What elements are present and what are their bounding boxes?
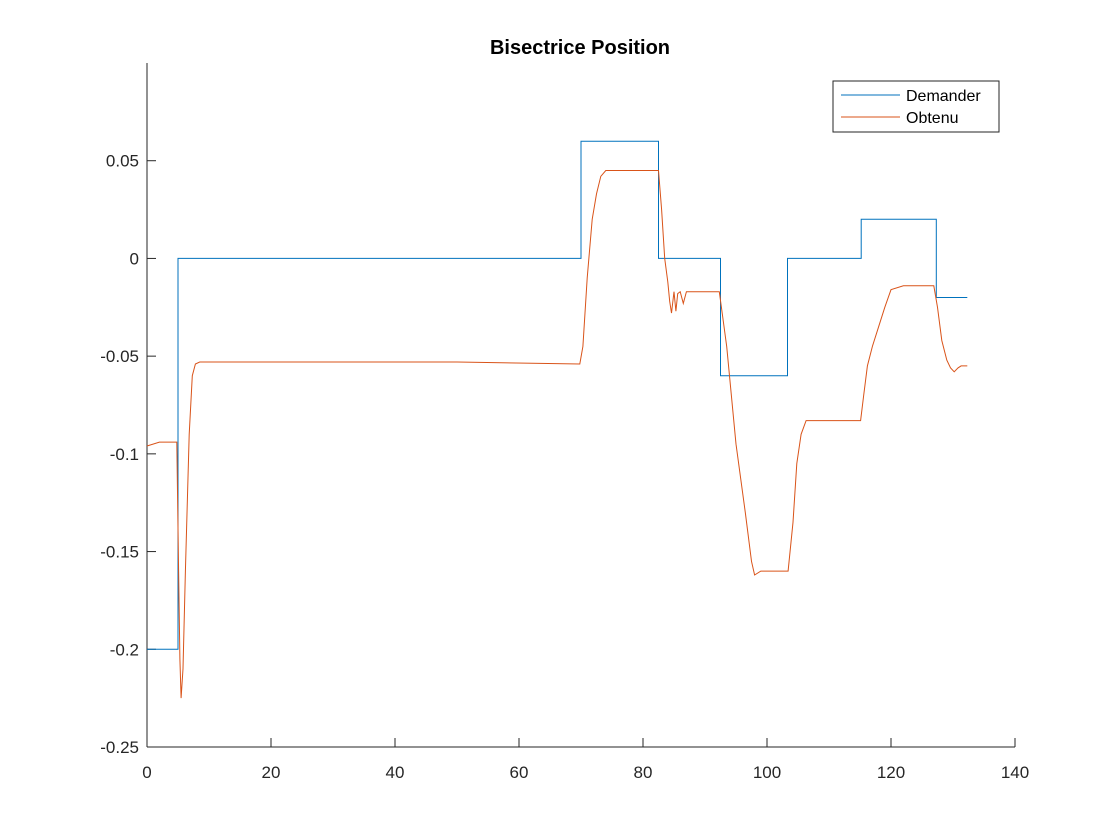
y-tick-label: -0.15 bbox=[100, 543, 139, 562]
y-tick-label: -0.1 bbox=[110, 445, 139, 464]
y-axis: -0.25 -0.2 -0.15 -0.1 -0.05 0 0.05 bbox=[100, 63, 156, 757]
x-tick-label: 60 bbox=[510, 763, 529, 782]
legend-label-obtenu: Obtenu bbox=[906, 110, 958, 127]
x-axis: 0 20 40 60 80 100 120 140 bbox=[142, 738, 1029, 782]
series-line-obtenu bbox=[146, 170, 968, 699]
x-tick-label: 40 bbox=[386, 763, 405, 782]
x-tick-label: 100 bbox=[753, 763, 781, 782]
y-tick-label: -0.2 bbox=[110, 640, 139, 659]
plot-area bbox=[146, 140, 968, 699]
x-tick-label: 0 bbox=[142, 763, 151, 782]
y-tick-label: -0.05 bbox=[100, 347, 139, 366]
legend-box bbox=[832, 80, 1000, 133]
x-tick-label: 140 bbox=[1001, 763, 1029, 782]
legend: Demander Obtenu bbox=[832, 80, 1000, 133]
x-tick-label: 80 bbox=[634, 763, 653, 782]
y-tick-label: 0.05 bbox=[106, 152, 139, 171]
x-tick-label: 120 bbox=[877, 763, 905, 782]
series-line-demander bbox=[147, 140, 968, 650]
y-tick-label: 0 bbox=[130, 249, 139, 268]
legend-label-demander: Demander bbox=[906, 88, 981, 105]
chart-title: Bisectrice Position bbox=[490, 37, 670, 59]
y-tick-label: -0.25 bbox=[100, 738, 139, 757]
x-tick-label: 20 bbox=[262, 763, 281, 782]
